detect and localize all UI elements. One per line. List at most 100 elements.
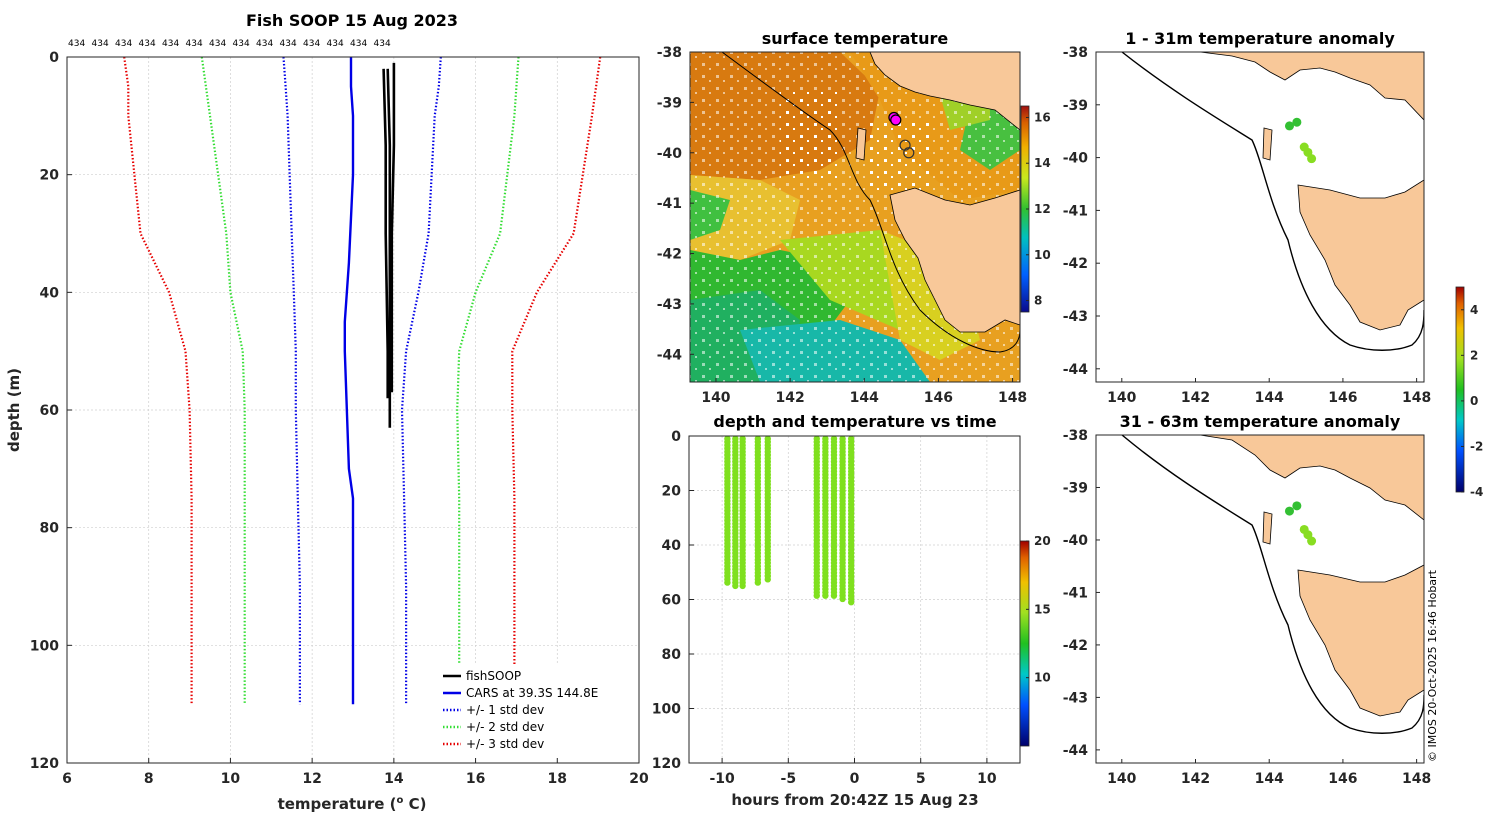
sst-ytick-label: -38 <box>657 45 682 61</box>
time-grid <box>689 435 1020 764</box>
profile-panel: Fish SOOP 15 Aug 2023 434 434 434 434 434 434… <box>5 11 649 813</box>
anom1-ytick-label: -40 <box>1063 151 1089 167</box>
anom1-title: 1 - 31m temperature anomaly <box>1125 29 1395 48</box>
anom-cbar-tick-label: 0 <box>1470 394 1478 408</box>
anom1-panel: 1 - 31m temperature anomaly 140 142 144 146… <box>1063 29 1432 406</box>
anom1-points <box>1284 117 1317 164</box>
anom2-point <box>1292 501 1302 511</box>
profile-xtick-label: 16 <box>466 771 485 787</box>
profile-count-label: 434 <box>139 39 156 49</box>
anom2-xtick-label: 144 <box>1255 771 1284 787</box>
profile-xtick-label: 10 <box>221 771 241 787</box>
profile-title: Fish SOOP 15 Aug 2023 <box>246 11 458 30</box>
time-cbar-tick-label: 15 <box>1034 602 1051 616</box>
profile-count-label: 434 <box>209 39 226 49</box>
profile-xtick-label: 18 <box>548 771 567 787</box>
anom1-point <box>1292 117 1302 127</box>
anom2-ytick-label: -43 <box>1063 690 1088 706</box>
sst-land-mainland <box>869 52 1020 131</box>
profile-count-label: 434 <box>374 39 391 49</box>
sst-y-ticks: -38 -39 -40 -41 -42 -43 -44 <box>657 45 694 363</box>
profile-count-label: 434 <box>280 39 297 49</box>
anom1-ytick-label: -44 <box>1063 362 1089 378</box>
sst-fish-position <box>903 147 915 159</box>
anom1-y-ticks: -38 -39 -40 -41 -42 -43 -44 <box>1063 45 1100 378</box>
profile-x-ticks: 6 8 10 12 14 16 18 20 <box>62 758 649 787</box>
anom2-points <box>1284 501 1317 546</box>
anom2-ytick-label: -39 <box>1063 480 1088 496</box>
time-ytick-label: 20 <box>662 484 682 500</box>
std-dev-lower-line <box>123 56 193 705</box>
profile-counts: 434 434 434 434 434 434 434 434 434 434 434 434 434 4… <box>68 39 391 49</box>
anom2-map <box>1096 435 1424 763</box>
anom1-point <box>1284 121 1294 131</box>
anom1-ytick-label: -42 <box>1063 256 1088 272</box>
time-cast-point <box>839 595 846 603</box>
time-ytick-label: 100 <box>652 702 681 718</box>
profile-ytick-label: 60 <box>40 403 60 419</box>
anom1-ytick-label: -39 <box>1063 98 1088 114</box>
std-dev-lower-line <box>200 56 246 705</box>
anom2-ytick-label: -42 <box>1063 638 1088 654</box>
anom1-ytick-label: -38 <box>1063 45 1088 61</box>
sst-land-tasmania <box>889 187 1020 333</box>
profile-count-label: 434 <box>68 39 85 49</box>
profile-count-label: 434 <box>350 39 367 49</box>
time-cast-point <box>724 579 731 586</box>
profile-series <box>123 56 602 705</box>
std-dev-upper-line <box>456 56 520 705</box>
time-ytick-label: 60 <box>662 593 682 609</box>
profile-xtick-label: 12 <box>302 771 321 787</box>
time-ytick-label: 80 <box>662 647 682 663</box>
anom1-xtick-label: 142 <box>1181 390 1210 406</box>
time-cast-point <box>754 579 762 586</box>
anom2-point <box>1284 506 1294 516</box>
time-cast-point <box>822 592 829 599</box>
anom2-ytick-label: -38 <box>1063 428 1088 444</box>
fishsoop-cast-line <box>382 68 390 399</box>
sst-ytick-label: -44 <box>657 347 683 363</box>
legend-label-std1: +/- 1 std dev <box>466 703 544 717</box>
fishsoop-cast-line <box>386 68 392 428</box>
sst-panel: surface temperature 140 142 144 146 148 <box>657 29 1051 406</box>
sst-colorbar-ticks: 16 14 12 10 8 <box>1026 110 1051 308</box>
time-panel: depth and temperature vs time -10 -5 0 5 10 … <box>652 412 1051 809</box>
anom-cbar-tick-label: -2 <box>1470 439 1483 453</box>
anom2-ytick-label: -40 <box>1063 533 1089 549</box>
profile-xtick-label: 6 <box>62 771 72 787</box>
profile-count-label: 434 <box>327 39 344 49</box>
profile-ylabel: depth (m) <box>5 368 23 452</box>
profile-xtick-label: 8 <box>144 771 154 787</box>
sst-title: surface temperature <box>762 29 949 48</box>
anom1-xtick-label: 148 <box>1402 390 1431 406</box>
time-y-ticks: 0 20 40 60 80 100 120 <box>652 429 694 772</box>
profile-ytick-label: 40 <box>40 285 60 301</box>
time-xtick-label: -5 <box>781 771 797 787</box>
legend-label-cars: CARS at 39.3S 144.8E <box>466 686 598 700</box>
sst-cbar-tick-label: 14 <box>1034 156 1051 170</box>
profile-count-label: 434 <box>115 39 132 49</box>
profile-ytick-label: 120 <box>30 756 59 772</box>
sst-field <box>690 52 1020 382</box>
time-casts <box>724 435 855 606</box>
time-ytick-label: 0 <box>671 429 681 445</box>
profile-count-label: 434 <box>233 39 250 49</box>
sst-xtick-label: 144 <box>850 390 879 406</box>
anom-colorbar <box>1455 286 1465 493</box>
anom2-axes <box>1095 434 1425 764</box>
time-cast-point <box>764 576 771 583</box>
anom1-xtick-label: 144 <box>1255 390 1284 406</box>
time-ytick-label: 120 <box>652 756 681 772</box>
legend-label-std3: +/- 3 std dev <box>466 737 544 751</box>
sst-cbar-tick-label: 12 <box>1034 202 1051 216</box>
time-cast-point <box>847 599 855 606</box>
anom1-map <box>1096 52 1424 382</box>
anom2-xtick-label: 142 <box>1181 771 1210 787</box>
sst-ytick-label: -43 <box>657 297 682 313</box>
anom-cbar-tick-label: -4 <box>1470 485 1483 499</box>
time-cast-point <box>830 592 838 599</box>
sst-cbar-tick-label: 10 <box>1034 248 1051 262</box>
time-xlabel: hours from 20:42Z 15 Aug 23 <box>731 791 978 809</box>
time-cbar-tick-label: 20 <box>1034 534 1051 548</box>
profile-ytick-label: 100 <box>30 638 59 654</box>
